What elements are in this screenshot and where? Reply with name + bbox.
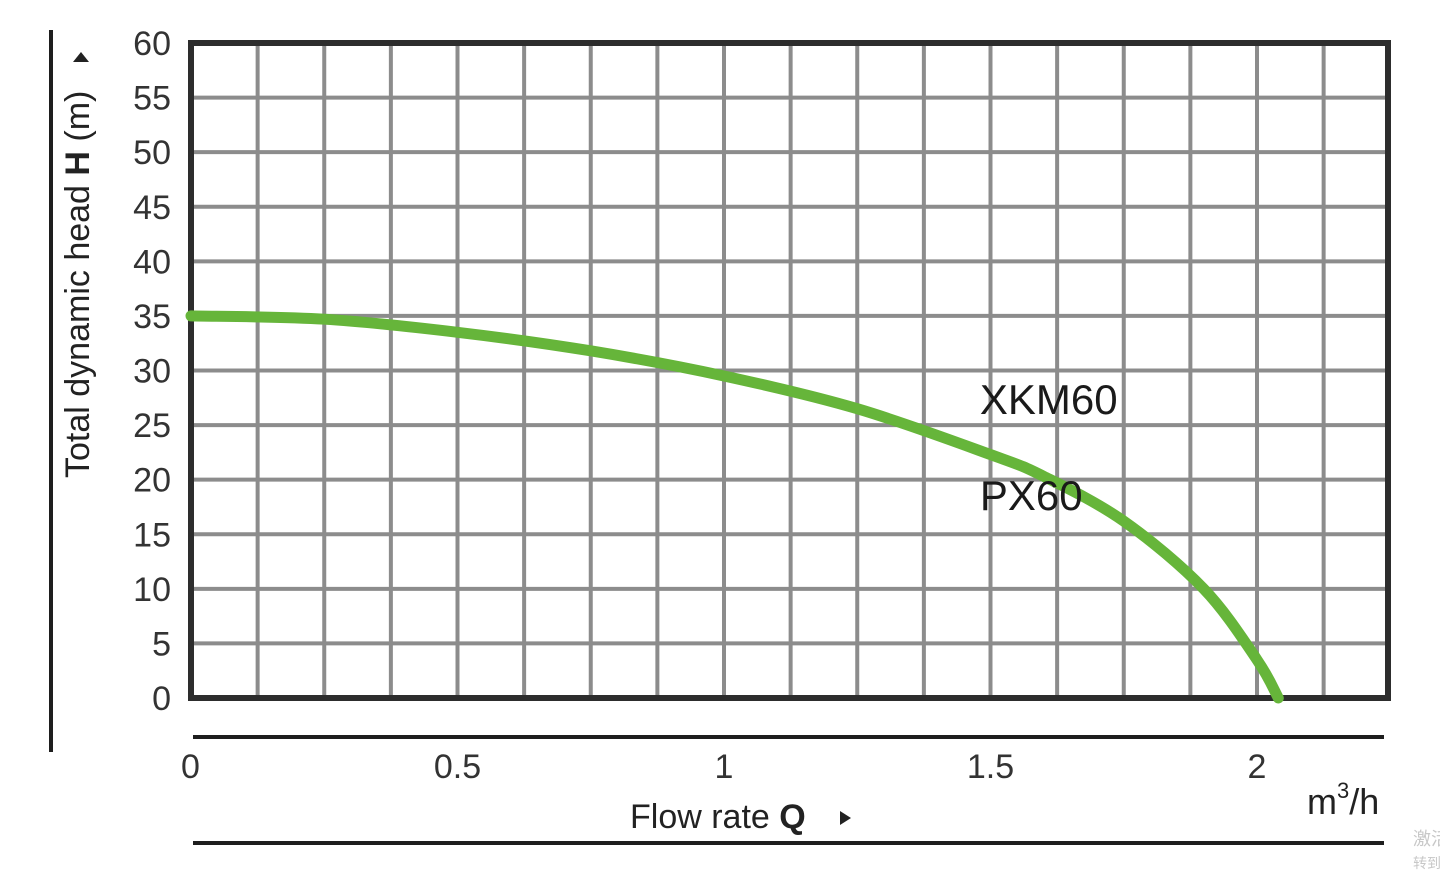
y-tick-label: 55 xyxy=(133,80,171,118)
y-tick-label: 60 xyxy=(133,25,171,63)
x-tick-label: 1.5 xyxy=(967,748,1014,786)
y-axis-arrow-icon xyxy=(73,52,89,62)
y-tick-label: 40 xyxy=(133,243,171,281)
y-tick-label: 45 xyxy=(133,189,171,227)
x-axis-title: Flow rate Q xyxy=(630,798,806,836)
y-tick-label: 35 xyxy=(133,298,171,336)
y-tick-label: 0 xyxy=(152,680,171,718)
grid xyxy=(191,43,1388,698)
curve-labels: XKM60 PX60 xyxy=(980,376,1118,519)
watermark-line-2: 转到 xyxy=(1413,856,1440,872)
y-tick-label: 20 xyxy=(133,462,171,500)
x-unit-sup: 3 xyxy=(1337,778,1349,803)
y-tick-label: 10 xyxy=(133,571,171,609)
y-axis-title: Total dynamic head H (m) xyxy=(59,52,97,478)
curve-label: PX60 xyxy=(980,472,1083,519)
y-tick-labels: 0 5 10 15 20 25 30 35 40 45 50 55 60 xyxy=(133,25,171,718)
series-line xyxy=(185,310,1284,704)
x-tick-label: 0 xyxy=(181,748,200,786)
plot-frame xyxy=(188,40,1391,701)
x-axis-title-text: Flow rate xyxy=(630,798,779,836)
y-axis-title-text: Total dynamic head xyxy=(59,176,97,478)
x-tick-labels: 0 0.5 1 1.5 2 xyxy=(181,748,1266,786)
x-axis-arrow-icon xyxy=(840,811,851,825)
y-axis-title-unit: (m) xyxy=(59,91,97,151)
y-tick-label: 25 xyxy=(133,407,171,445)
x-unit-rest: /h xyxy=(1349,781,1379,822)
y-tick-label: 50 xyxy=(133,134,171,172)
y-tick-label: 15 xyxy=(133,516,171,554)
y-tick-label: 30 xyxy=(133,353,171,391)
x-tick-label: 2 xyxy=(1248,748,1267,786)
x-unit-base: m xyxy=(1307,781,1337,822)
curve-label: XKM60 xyxy=(980,376,1118,423)
x-axis-unit: m3/h xyxy=(1307,778,1379,822)
y-axis-title-symbol: H xyxy=(59,151,97,176)
y-tick-label: 5 xyxy=(152,625,171,663)
svg-text:Total dynamic head H (m): Total dynamic head H (m) xyxy=(59,91,97,478)
x-tick-label: 0.5 xyxy=(434,748,481,786)
x-axis-title-symbol: Q xyxy=(779,798,805,836)
curves xyxy=(185,310,1284,704)
watermark-line-1: 激活 xyxy=(1413,829,1440,850)
x-tick-label: 1 xyxy=(715,748,734,786)
